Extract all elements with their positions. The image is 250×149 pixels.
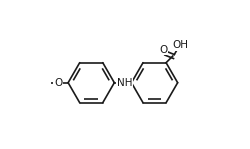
Text: O: O: [158, 45, 167, 55]
Text: NH: NH: [116, 78, 132, 88]
Text: O: O: [54, 78, 62, 88]
Text: OH: OH: [172, 40, 188, 50]
